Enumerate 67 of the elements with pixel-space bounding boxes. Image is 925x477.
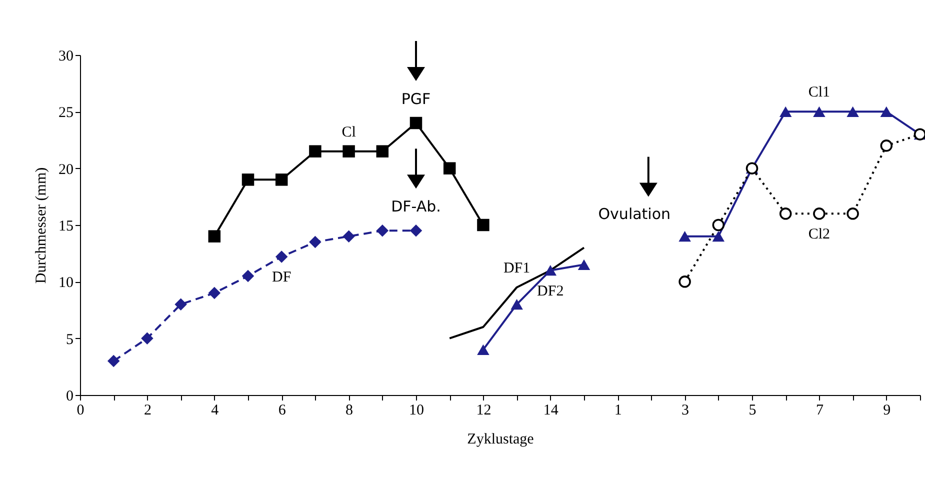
x-tick-label: 5 bbox=[748, 402, 756, 418]
x-tick-label: 10 bbox=[409, 402, 424, 418]
point bbox=[376, 145, 389, 158]
point bbox=[712, 231, 725, 242]
x-axis-title: Zyklustage bbox=[467, 432, 534, 448]
x-tick-label: 2 bbox=[144, 402, 152, 418]
x-tick-label: 1 bbox=[614, 402, 622, 418]
point bbox=[309, 236, 322, 248]
y-tick-label: 5 bbox=[66, 332, 74, 348]
point bbox=[242, 270, 254, 282]
y-tick-label: 25 bbox=[58, 105, 74, 122]
x-tick-label: 3 bbox=[682, 402, 690, 418]
point bbox=[410, 116, 422, 130]
x-tick-label: 4 bbox=[211, 402, 220, 418]
point bbox=[779, 106, 792, 117]
x-tick-label: 6 bbox=[278, 402, 286, 418]
y-axis-title: Durchmesser (mm) bbox=[34, 167, 50, 284]
point bbox=[242, 174, 254, 186]
point bbox=[410, 224, 422, 237]
y-tick-label: 0 bbox=[66, 388, 74, 404]
point bbox=[813, 106, 826, 117]
y-tick-label: 15 bbox=[58, 218, 74, 234]
point bbox=[342, 230, 355, 242]
point bbox=[477, 344, 490, 355]
x-tick-label: 8 bbox=[346, 402, 354, 418]
point bbox=[443, 162, 456, 174]
point bbox=[813, 208, 826, 220]
point bbox=[208, 230, 221, 242]
point bbox=[880, 106, 893, 117]
series-label: Cl1 bbox=[808, 84, 830, 101]
x-tick-label: 12 bbox=[476, 402, 492, 418]
x-tick-label: 0 bbox=[76, 402, 84, 418]
point bbox=[544, 265, 557, 276]
x-tick-label: 14 bbox=[543, 402, 559, 418]
point bbox=[510, 299, 523, 310]
line-series bbox=[448, 246, 585, 340]
series-label: DF2 bbox=[537, 283, 564, 300]
series-label: Cl2 bbox=[808, 226, 830, 243]
point bbox=[678, 276, 691, 288]
annotation: PGF bbox=[401, 90, 431, 108]
series-label: DF1 bbox=[503, 260, 530, 276]
point bbox=[342, 145, 355, 158]
series-label: DF bbox=[272, 270, 292, 286]
point bbox=[141, 332, 154, 344]
point bbox=[846, 208, 859, 220]
point bbox=[376, 224, 389, 237]
x-tick-label: 7 bbox=[816, 402, 824, 418]
point bbox=[174, 298, 187, 310]
y-tick-label: 30 bbox=[58, 48, 74, 64]
point bbox=[678, 231, 691, 242]
point bbox=[477, 218, 490, 232]
annotation: DF-Ab. bbox=[391, 198, 441, 216]
point bbox=[275, 250, 288, 263]
point bbox=[578, 259, 590, 270]
point bbox=[880, 140, 893, 152]
point bbox=[846, 106, 859, 117]
x-tick-label: 9 bbox=[883, 402, 891, 418]
point bbox=[208, 286, 221, 300]
point bbox=[309, 145, 322, 158]
y-tick-label: 10 bbox=[58, 275, 74, 292]
point bbox=[779, 208, 792, 220]
series-label: Cl bbox=[342, 124, 356, 140]
point bbox=[107, 354, 120, 368]
y-tick-label: 20 bbox=[58, 162, 74, 178]
point bbox=[275, 174, 288, 186]
annotation: Ovulation bbox=[598, 204, 671, 223]
point bbox=[712, 218, 725, 232]
